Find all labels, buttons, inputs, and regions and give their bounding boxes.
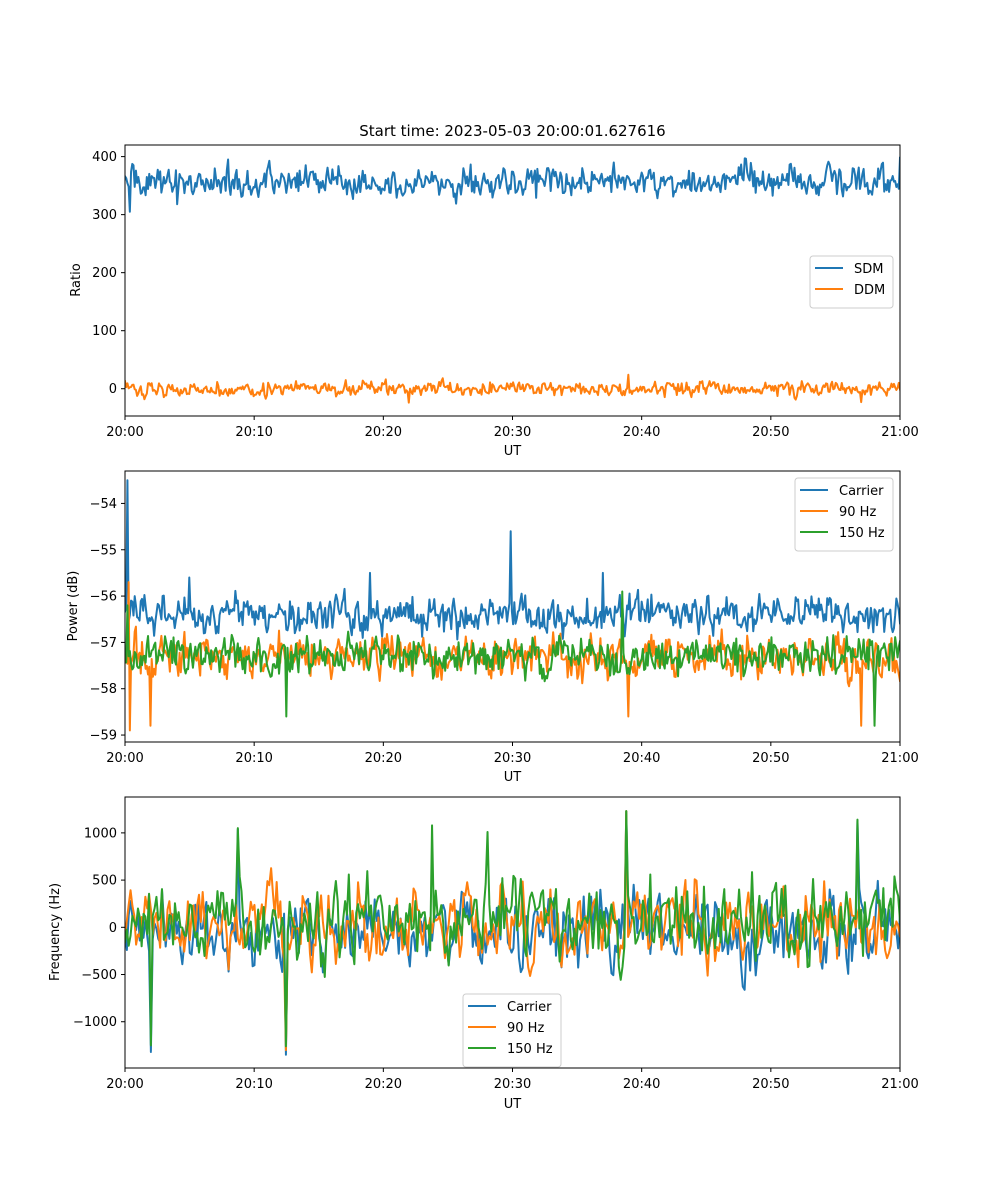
power-panel: Power (dB) UT 20:00 20:10 20:20 20:30 20:40 2… — [66, 470, 919, 785]
x-tick-label: 20:50 — [752, 751, 789, 766]
x-tick-label: 20:50 — [752, 425, 789, 440]
x-tick-label: 20:30 — [494, 751, 531, 766]
y-tick-label: 500 — [92, 874, 117, 889]
y-tick-label: 100 — [92, 324, 117, 339]
x-tick-label: 20:50 — [752, 1077, 789, 1092]
x-axis-label: UT — [504, 770, 522, 785]
legend: Carrier 90 Hz 150 Hz — [794, 477, 894, 552]
plot-area — [125, 156, 900, 404]
y-tick-label: −57 — [90, 636, 117, 651]
legend: Carrier 90 Hz 150 Hz — [462, 993, 562, 1068]
y-tick-label: 1000 — [84, 826, 117, 841]
y-tick-label: 200 — [92, 266, 117, 281]
y-axis-label: Frequency (Hz) — [48, 883, 63, 981]
series-line-150-hz — [125, 590, 900, 727]
legend-label: 90 Hz — [507, 1021, 544, 1036]
x-tick-label: 20:30 — [494, 1077, 531, 1092]
x-tick-label: 20:10 — [235, 1077, 272, 1092]
x-tick-label: 20:20 — [365, 751, 402, 766]
chart-title: Start time: 2023-05-03 20:00:01.627616 — [359, 122, 665, 140]
x-tick-label: 21:00 — [881, 751, 918, 766]
plot-area — [125, 810, 900, 1056]
legend-label: 150 Hz — [507, 1042, 553, 1057]
x-tick-label: 20:20 — [365, 1077, 402, 1092]
y-tick-label: −1000 — [73, 1015, 117, 1030]
legend-label: DDM — [854, 283, 885, 298]
ratio-panel: Start time: 2023-05-03 20:00:01.627616 R… — [69, 122, 919, 459]
y-tick-label: −58 — [90, 682, 117, 697]
legend-label: 90 Hz — [839, 505, 876, 520]
x-tick-label: 20:10 — [235, 751, 272, 766]
y-tick-label: 300 — [92, 208, 117, 223]
x-tick-label: 20:40 — [623, 1077, 660, 1092]
y-tick-label: −55 — [90, 543, 117, 558]
y-tick-label: −56 — [90, 590, 117, 605]
y-axis-label: Power (dB) — [66, 571, 81, 642]
x-tick-label: 20:40 — [623, 751, 660, 766]
series-line-sdm — [125, 156, 900, 213]
legend-label: 150 Hz — [839, 526, 885, 541]
y-tick-label: −54 — [90, 497, 117, 512]
series-line-carrier — [125, 479, 900, 641]
x-tick-label: 20:00 — [106, 425, 143, 440]
legend-label: SDM — [854, 262, 883, 277]
x-axis-label: UT — [504, 444, 522, 459]
y-tick-label: −59 — [90, 729, 117, 744]
x-tick-label: 20:00 — [106, 1077, 143, 1092]
series-line-150-hz — [125, 810, 900, 1048]
frequency-panel: Frequency (Hz) UT 20:00 20:10 20:20 20:30 20… — [48, 796, 919, 1112]
y-tick-label: 0 — [109, 382, 117, 397]
x-tick-label: 20:40 — [623, 425, 660, 440]
x-tick-label: 20:20 — [365, 425, 402, 440]
y-axis-label: Ratio — [69, 263, 84, 296]
x-tick-label: 20:30 — [494, 425, 531, 440]
legend-label: Carrier — [507, 1000, 552, 1015]
plot-area — [125, 479, 900, 732]
series-line-ddm — [125, 373, 900, 404]
x-tick-label: 20:10 — [235, 425, 272, 440]
x-tick-label: 21:00 — [881, 1077, 918, 1092]
y-tick-label: 400 — [92, 150, 117, 165]
axes-frame — [124, 144, 901, 417]
x-axis-label: UT — [504, 1097, 522, 1112]
x-tick-label: 20:00 — [106, 751, 143, 766]
legend-label: Carrier — [839, 484, 884, 499]
y-tick-label: −500 — [81, 968, 117, 983]
y-tick-label: 0 — [109, 921, 117, 936]
x-tick-label: 21:00 — [881, 425, 918, 440]
legend: SDM DDM — [809, 255, 894, 309]
